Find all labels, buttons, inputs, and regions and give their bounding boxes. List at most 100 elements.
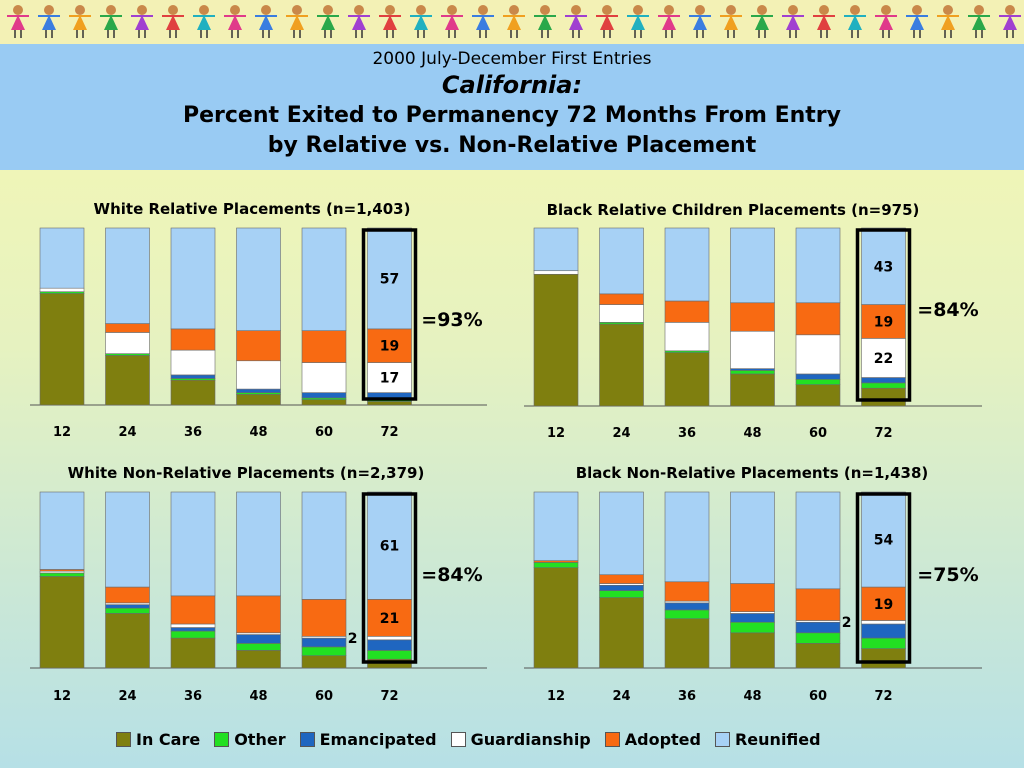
bar-segment-reunified <box>236 227 281 331</box>
bar-segment-adopted <box>861 304 906 339</box>
title-line-4: by Relative vs. Non-Relative Placement <box>267 133 757 158</box>
bar-segment-other <box>664 609 710 620</box>
decorative-banner <box>0 0 1024 44</box>
bar-segment-in-care <box>236 650 281 669</box>
bar-segment-in-care <box>664 618 710 669</box>
bar-segment-guardianship <box>105 332 150 354</box>
stacked-bar-12 <box>533 491 579 669</box>
child-figure-icon <box>379 5 401 38</box>
legend-swatch <box>604 732 620 747</box>
children-banner-icon <box>7 5 1021 38</box>
total-percent-label: =84% <box>421 564 482 586</box>
x-tick-label: 48 <box>743 689 761 704</box>
child-figure-icon <box>596 5 618 38</box>
bar-segment-guardianship <box>170 349 216 376</box>
bar-segment-reunified <box>236 491 281 597</box>
child-figure-icon <box>472 5 494 38</box>
stacked-bar-12 <box>39 491 85 669</box>
child-figure-icon <box>255 5 277 38</box>
x-tick-label: 60 <box>809 426 827 441</box>
bar-segment-emancipated <box>236 634 281 644</box>
child-figure-icon <box>410 5 432 38</box>
legend-swatch <box>299 732 315 747</box>
bar-segment-in-care <box>170 637 216 669</box>
data-label-adopted: 19 <box>380 339 399 355</box>
bar-segment-in-care <box>39 576 85 669</box>
bar-segment-guardianship <box>367 636 412 641</box>
title-line-3: Percent Exited to Permanency 72 Months F… <box>183 103 841 128</box>
bar-segment-reunified <box>599 491 644 576</box>
child-figure-icon <box>813 5 835 38</box>
chart-title: Black Non-Relative Placements (n=1,438) <box>576 464 929 482</box>
bar-segment-in-care <box>730 373 775 407</box>
stacked-bar-36 <box>170 227 216 406</box>
stacked-bar-36 <box>664 227 710 407</box>
bar-segment-other <box>599 590 644 598</box>
legend-label: Emancipated <box>319 730 437 749</box>
bar-segment-other <box>730 621 775 634</box>
bar-segment-guardianship <box>664 322 710 352</box>
stacked-bar-24 <box>599 491 644 669</box>
child-figure-icon <box>193 5 215 38</box>
bar-segment-in-care <box>533 273 579 407</box>
x-tick-label: 60 <box>315 425 333 440</box>
bar-segment-guardianship <box>301 362 347 393</box>
stacked-bar-48 <box>236 491 281 669</box>
bar-segment-other <box>795 378 841 385</box>
child-figure-icon <box>162 5 184 38</box>
bar-segment-reunified <box>170 227 216 330</box>
child-figure-icon <box>317 5 339 38</box>
data-label-adopted: 21 <box>380 611 399 627</box>
bar-segment-reunified <box>795 491 841 590</box>
bar-segment-in-care <box>170 379 216 406</box>
bar-segment-reunified <box>861 491 906 588</box>
legend-swatch <box>450 732 466 747</box>
bar-segment-in-care <box>367 401 412 406</box>
data-label-reunified: 57 <box>380 271 399 287</box>
x-tick-label: 60 <box>809 689 827 704</box>
x-tick-label: 72 <box>380 689 398 704</box>
bar-segment-reunified <box>367 227 412 330</box>
bar-segment-adopted <box>301 599 347 637</box>
child-figure-icon <box>286 5 308 38</box>
bar-segment-other <box>861 382 906 389</box>
chart-panel-2: Black Relative Children Placements (n=97… <box>524 201 982 441</box>
bar-segment-in-care <box>861 387 906 407</box>
chart-title: White Non-Relative Placements (n=2,379) <box>68 464 425 482</box>
stacked-bar-12 <box>39 227 85 406</box>
bar-segment-adopted <box>301 330 347 363</box>
bar-segment-adopted <box>170 595 216 625</box>
bar-segment-other <box>795 632 841 644</box>
bar-segment-guardianship <box>599 304 644 323</box>
stacked-bar-48 <box>730 491 775 669</box>
bar-segment-other <box>39 572 85 577</box>
highlight-box <box>855 228 912 402</box>
bar-segment-other <box>861 637 906 649</box>
child-figure-icon <box>999 5 1021 38</box>
data-label-reunified: 61 <box>380 539 399 555</box>
bar-segment-emancipated <box>170 627 216 632</box>
stacked-bar-72 <box>861 491 906 669</box>
data-label-reunified: 54 <box>874 533 894 549</box>
bar-segment-reunified <box>39 227 85 289</box>
bar-segment-emancipated <box>236 388 281 393</box>
x-tick-label: 72 <box>874 689 892 704</box>
child-figure-icon <box>100 5 122 38</box>
legend-item-other: Other <box>214 730 286 749</box>
stacked-bar-48 <box>730 227 775 407</box>
x-tick-label: 12 <box>53 689 71 704</box>
bar-segment-in-care <box>795 643 841 669</box>
title-block: 2000 July-December First Entries Califor… <box>0 44 1024 170</box>
bar-segment-in-care <box>795 384 841 407</box>
x-tick-label: 48 <box>249 689 267 704</box>
legend-label: Reunified <box>734 730 821 749</box>
highlight-box <box>361 492 418 664</box>
bar-segment-other <box>367 650 412 660</box>
bar-segment-guardianship <box>39 287 85 293</box>
bar-segment-reunified <box>170 491 216 597</box>
stacked-bar-12 <box>533 227 579 407</box>
legend-item-guardianship: Guardianship <box>450 730 591 749</box>
bar-segment-reunified <box>599 227 644 295</box>
data-label-adopted: 19 <box>874 314 893 330</box>
bar-segment-adopted <box>599 293 644 305</box>
